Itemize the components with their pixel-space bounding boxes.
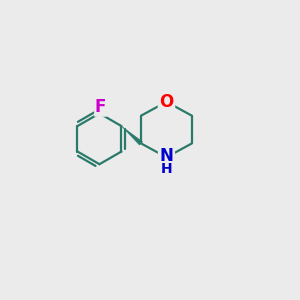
Text: H: H bbox=[160, 162, 172, 176]
Text: F: F bbox=[95, 98, 106, 116]
Text: O: O bbox=[159, 93, 174, 111]
Polygon shape bbox=[122, 126, 142, 145]
Text: N: N bbox=[160, 147, 173, 165]
